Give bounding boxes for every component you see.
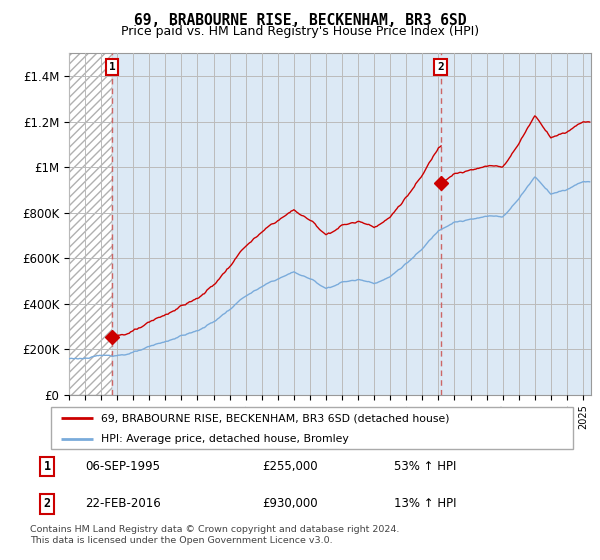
Text: 69, BRABOURNE RISE, BECKENHAM, BR3 6SD (detached house): 69, BRABOURNE RISE, BECKENHAM, BR3 6SD (…: [101, 413, 449, 423]
Text: 2: 2: [44, 497, 51, 510]
FancyBboxPatch shape: [50, 407, 574, 450]
Text: Contains HM Land Registry data © Crown copyright and database right 2024.
This d: Contains HM Land Registry data © Crown c…: [30, 525, 400, 545]
Text: £930,000: £930,000: [262, 497, 317, 510]
Bar: [69, 53, 112, 395]
Text: 1: 1: [44, 460, 51, 473]
Text: 53% ↑ HPI: 53% ↑ HPI: [394, 460, 457, 473]
Text: 2: 2: [437, 62, 444, 72]
Text: HPI: Average price, detached house, Bromley: HPI: Average price, detached house, Brom…: [101, 433, 349, 444]
Text: 22-FEB-2016: 22-FEB-2016: [85, 497, 161, 510]
Text: 13% ↑ HPI: 13% ↑ HPI: [394, 497, 457, 510]
Text: £255,000: £255,000: [262, 460, 317, 473]
Text: Price paid vs. HM Land Registry's House Price Index (HPI): Price paid vs. HM Land Registry's House …: [121, 25, 479, 38]
Text: 06-SEP-1995: 06-SEP-1995: [85, 460, 160, 473]
Text: 69, BRABOURNE RISE, BECKENHAM, BR3 6SD: 69, BRABOURNE RISE, BECKENHAM, BR3 6SD: [134, 13, 466, 28]
Text: 1: 1: [109, 62, 115, 72]
